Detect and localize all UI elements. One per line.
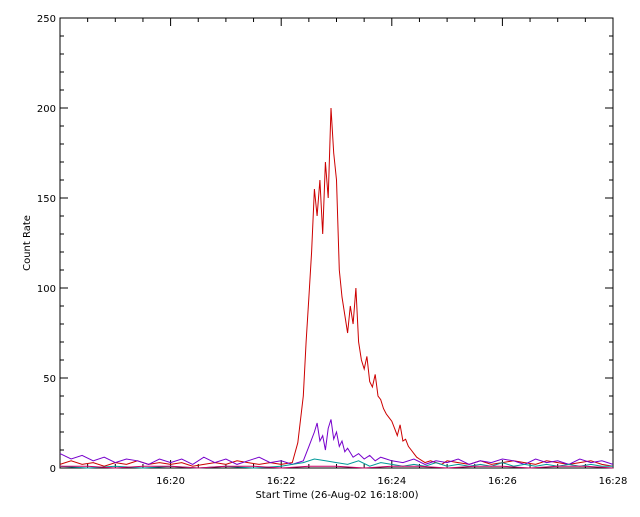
x-tick-label: 16:24: [377, 476, 406, 487]
x-axis: 16:20 16:22 16:24 16:26 16:28: [59, 18, 628, 487]
series-line-2: [59, 419, 614, 465]
y-tick-label: 0: [50, 464, 56, 475]
x-tick-label: 16:20: [156, 476, 185, 487]
series-line-4: [60, 465, 614, 469]
x-axis-label: Start Time (26-Aug-02 16:18:00): [255, 490, 418, 501]
x-tick-label: 16:22: [267, 476, 296, 487]
y-axis: 0 50 100 150 200 250: [37, 14, 613, 475]
series-layer: [59, 107, 614, 469]
y-tick-label: 50: [43, 374, 56, 385]
y-tick-label: 100: [37, 284, 56, 295]
y-axis-label: Count Rate: [22, 215, 33, 271]
y-tick-label: 150: [37, 194, 56, 205]
y-tick-label: 250: [37, 14, 56, 25]
x-tick-label: 16:28: [599, 476, 628, 487]
x-tick-label: 16:26: [488, 476, 517, 487]
y-tick-label: 200: [37, 104, 56, 115]
plot-frame: [59, 17, 614, 469]
series-line-1: [59, 107, 614, 467]
